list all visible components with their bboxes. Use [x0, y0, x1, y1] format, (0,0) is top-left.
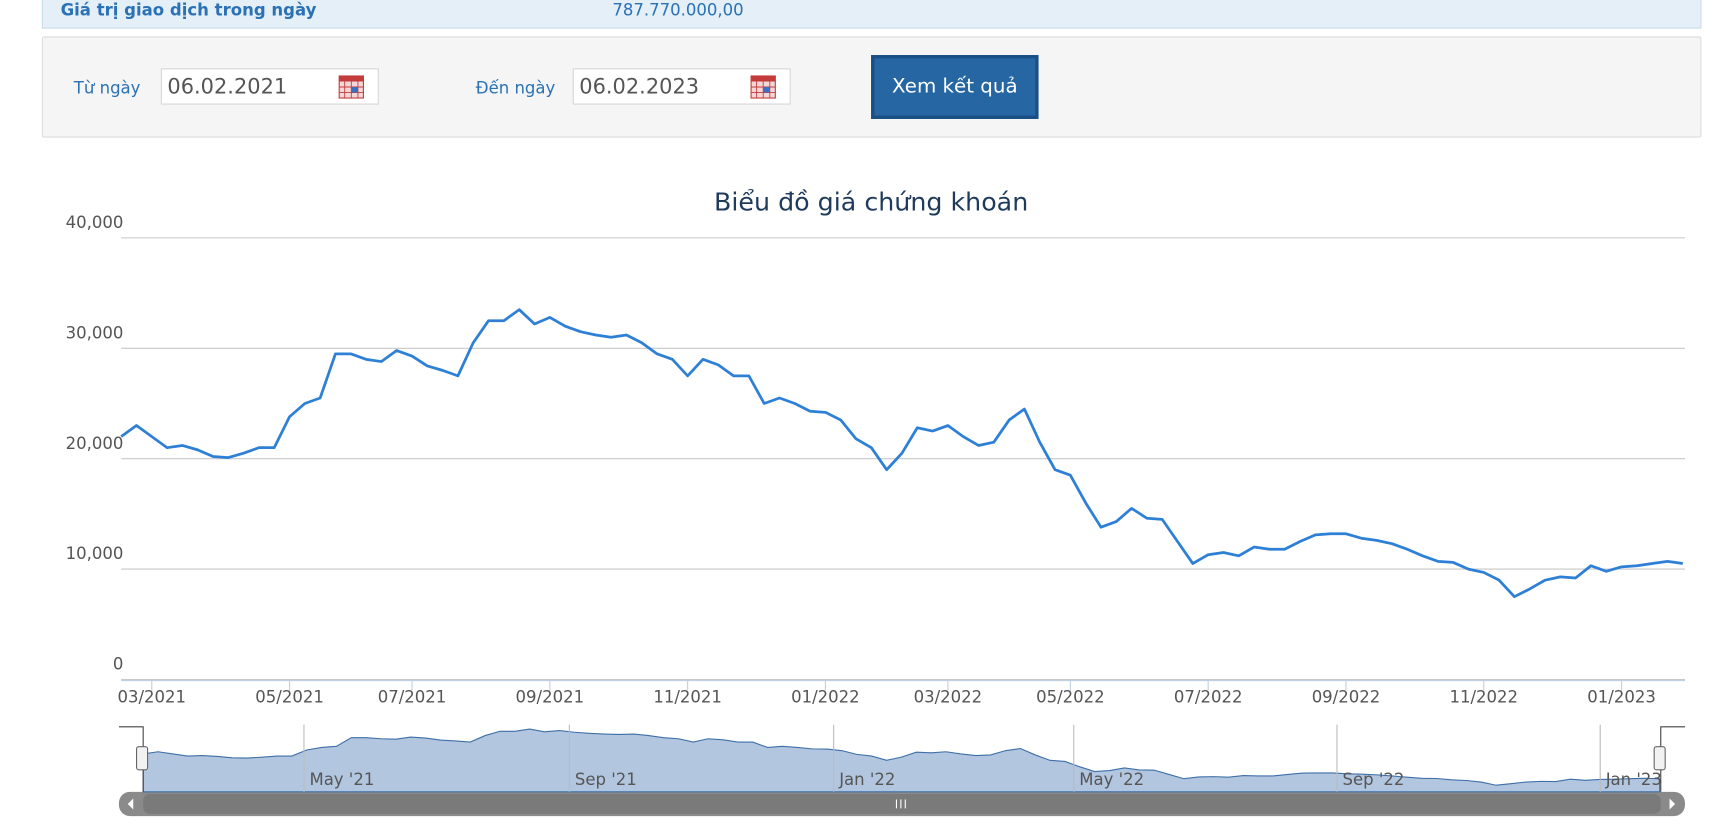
to-value: 06.02.2023 — [579, 74, 700, 100]
navigator-label: Sep '22 — [1342, 770, 1404, 789]
y-tick-label: 0 — [113, 655, 124, 674]
x-tick-label: 09/2021 — [516, 688, 585, 707]
navigator-label: Jan '23 — [1605, 770, 1662, 789]
to-input[interactable]: 06.02.2023 — [572, 68, 791, 105]
navigator-label: May '21 — [309, 770, 374, 789]
date-form: Từ ngày 06.02.2021 Đến ngày 06.02.2023 X… — [41, 36, 1702, 138]
x-tick-label: 01/2023 — [1587, 688, 1656, 707]
summary-label: Giá trị giao dịch trong ngày — [60, 0, 317, 20]
navigator-handle — [1653, 746, 1666, 771]
navigator-label: May '22 — [1079, 770, 1144, 789]
chart-title: Biểu đồ giá chứng khoán — [714, 187, 1028, 217]
y-tick-label: 40,000 — [66, 213, 124, 232]
x-tick-label: 05/2021 — [255, 688, 324, 707]
calendar-icon[interactable] — [338, 75, 364, 99]
x-tick-label: 01/2022 — [791, 688, 860, 707]
summary-row: Giá trị giao dịch trong ngày 787.770.000… — [41, 0, 1702, 29]
navigator-area — [142, 728, 1661, 793]
summary-value: 787.770.000,00 — [612, 0, 744, 20]
scroll-left[interactable] — [127, 798, 134, 810]
x-tick-label: 11/2022 — [1449, 688, 1518, 707]
x-tick-label: 07/2021 — [378, 688, 447, 707]
from-input[interactable]: 06.02.2021 — [160, 68, 379, 105]
x-tick-label: 11/2021 — [653, 688, 722, 707]
x-tick-label: 09/2022 — [1312, 688, 1381, 707]
to-label: Đến ngày — [475, 78, 556, 99]
from-label: Từ ngày — [73, 78, 141, 99]
scrollbar-thumb[interactable] — [143, 794, 1661, 814]
x-tick-label: 05/2022 — [1036, 688, 1105, 707]
y-tick-label: 20,000 — [66, 434, 124, 453]
scrollbar-grip — [895, 799, 906, 809]
x-tick-label: 03/2021 — [117, 688, 186, 707]
navigator-label: Sep '21 — [575, 770, 637, 789]
price-line — [120, 308, 1683, 599]
scroll-right[interactable] — [1669, 798, 1676, 810]
y-tick-label: 10,000 — [66, 544, 124, 563]
x-tick-label: 03/2022 — [914, 688, 983, 707]
x-tick-label: 07/2022 — [1174, 688, 1243, 707]
calendar-icon[interactable] — [750, 75, 776, 99]
navigator-handle — [136, 746, 149, 771]
from-value: 06.02.2021 — [167, 74, 288, 100]
navigator-label: Jan '22 — [838, 770, 895, 789]
submit-button[interactable]: Xem kết quả — [871, 55, 1039, 119]
y-tick-label: 30,000 — [66, 323, 124, 342]
